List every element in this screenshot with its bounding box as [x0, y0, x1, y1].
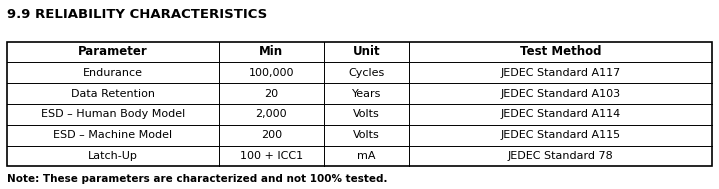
- Text: Unit: Unit: [353, 46, 380, 58]
- Text: 2,000: 2,000: [256, 109, 287, 119]
- Text: Volts: Volts: [353, 109, 380, 119]
- Text: Min: Min: [260, 46, 283, 58]
- Text: JEDEC Standard 78: JEDEC Standard 78: [508, 151, 613, 161]
- Bar: [7, 42, 712, 166]
- Text: 100,000: 100,000: [249, 68, 294, 78]
- Text: 100 + ICC1: 100 + ICC1: [240, 151, 303, 161]
- Text: JEDEC Standard A115: JEDEC Standard A115: [500, 130, 620, 140]
- Text: Latch-Up: Latch-Up: [88, 151, 138, 161]
- Text: Cycles: Cycles: [349, 68, 385, 78]
- Text: 200: 200: [261, 130, 282, 140]
- Text: Data Retention: Data Retention: [71, 89, 155, 98]
- Text: 9.9 RELIABILITY CHARACTERISTICS: 9.9 RELIABILITY CHARACTERISTICS: [7, 8, 267, 21]
- Text: JEDEC Standard A114: JEDEC Standard A114: [500, 109, 620, 119]
- Text: Years: Years: [352, 89, 381, 98]
- Text: Test Method: Test Method: [520, 46, 601, 58]
- Text: mA: mA: [357, 151, 376, 161]
- Text: Note: These parameters are characterized and not 100% tested.: Note: These parameters are characterized…: [7, 174, 388, 184]
- Text: ESD – Machine Model: ESD – Machine Model: [53, 130, 173, 140]
- Text: JEDEC Standard A117: JEDEC Standard A117: [500, 68, 620, 78]
- Text: 20: 20: [265, 89, 278, 98]
- Text: JEDEC Standard A103: JEDEC Standard A103: [500, 89, 620, 98]
- Text: Endurance: Endurance: [83, 68, 143, 78]
- Text: Parameter: Parameter: [78, 46, 148, 58]
- Text: Volts: Volts: [353, 130, 380, 140]
- Text: ESD – Human Body Model: ESD – Human Body Model: [41, 109, 185, 119]
